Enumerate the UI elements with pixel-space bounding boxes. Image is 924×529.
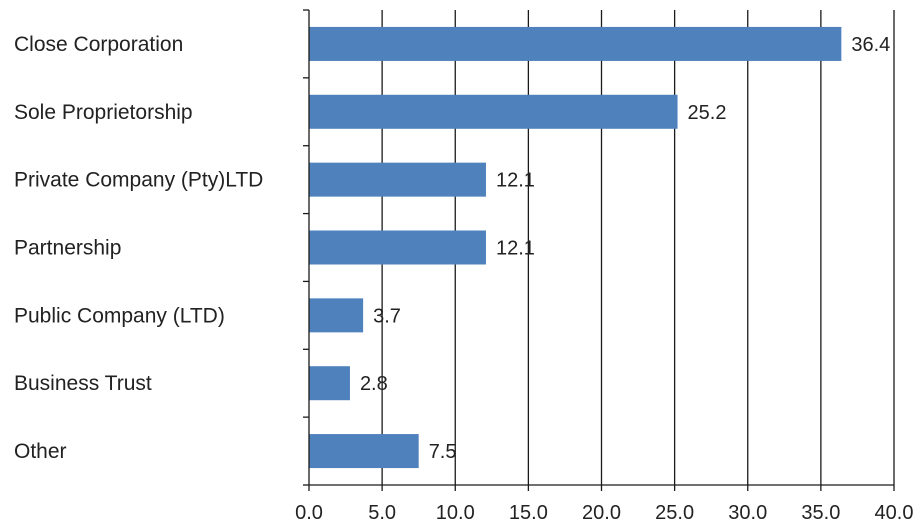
data-label: 7.5 [429,441,457,463]
category-label: Public Company (LTD) [14,304,225,327]
x-tick-label: 10.0 [436,502,475,524]
category-label: Private Company (Pty)LTD [14,169,263,192]
y-axis [303,9,895,491]
bar [309,230,486,265]
x-tick-label: 5.0 [368,502,396,524]
x-tick-label: 40.0 [875,502,914,524]
x-tick-labels: 0.0 5.0 10.0 15.0 20.0 25.0 30.0 35.0 40.0 [295,502,913,524]
data-label: 25.2 [688,102,727,124]
data-label: 36.4 [851,34,890,56]
category-label: Other [14,440,67,463]
category-label: Business Trust [14,372,152,395]
category-label: Partnership [14,237,121,260]
category-label: Close Corporation [14,33,183,56]
data-label: 2.8 [360,373,388,395]
x-tick-label: 30.0 [728,502,767,524]
category-label: Sole Proprietorship [14,101,193,124]
data-label: 12.1 [496,238,535,260]
bar [309,366,350,401]
x-tick-label: 25.0 [655,502,694,524]
x-tick-label: 35.0 [801,502,840,524]
bar [309,94,678,129]
bar [309,434,419,469]
bar [309,26,842,61]
x-tick-label: 20.0 [582,502,621,524]
gridlines [381,10,895,485]
data-label: 12.1 [496,170,535,192]
bar [309,162,486,197]
x-tick-label: 0.0 [295,502,323,524]
bar [309,298,364,333]
bars [309,26,842,469]
data-labels: 36.4 25.2 12.1 12.1 3.7 2.8 7.5 [360,34,890,463]
category-labels: Close Corporation Sole Proprietorship Priv… [14,33,263,463]
x-tick-label: 15.0 [509,502,548,524]
data-label: 3.7 [373,305,401,327]
